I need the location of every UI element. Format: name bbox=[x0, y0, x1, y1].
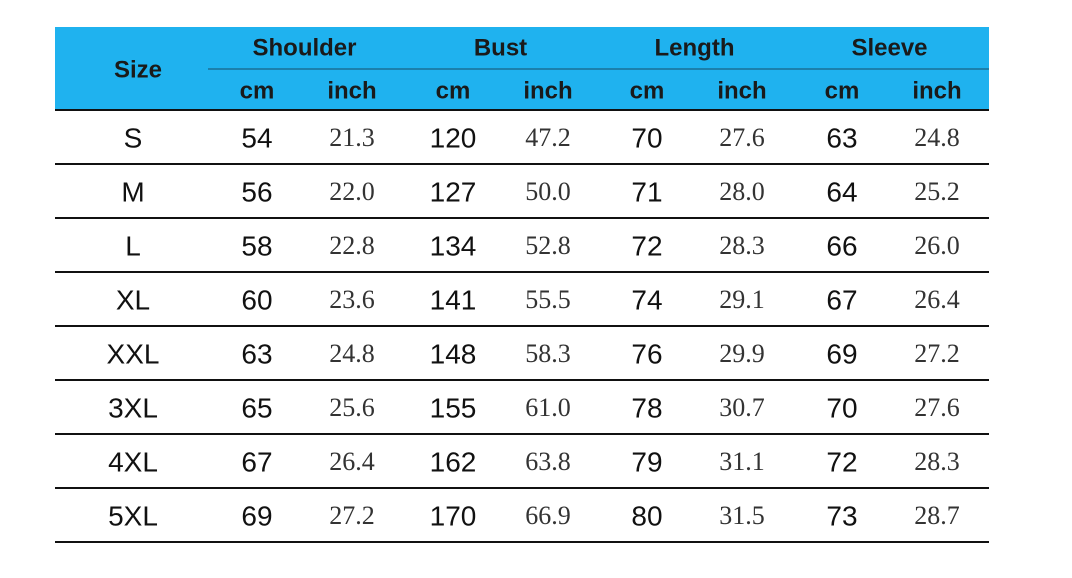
size-cell: XXL bbox=[107, 338, 160, 369]
value-cell: 23.6 bbox=[329, 285, 375, 314]
value-cell: 56 bbox=[241, 176, 272, 207]
group-header: Length bbox=[655, 34, 735, 61]
value-cell: 72 bbox=[631, 230, 662, 261]
value-cell: 120 bbox=[430, 122, 477, 153]
value-cell: 70 bbox=[826, 392, 857, 423]
value-cell: 50.0 bbox=[525, 177, 571, 206]
value-cell: 155 bbox=[430, 392, 477, 423]
unit-header: cm bbox=[825, 77, 860, 104]
value-cell: 67 bbox=[241, 446, 272, 477]
value-cell: 22.0 bbox=[329, 177, 375, 206]
value-cell: 31.1 bbox=[719, 447, 765, 476]
group-header: Sleeve bbox=[851, 34, 927, 61]
value-cell: 24.8 bbox=[329, 339, 375, 368]
value-cell: 27.2 bbox=[914, 339, 960, 368]
value-cell: 69 bbox=[826, 338, 857, 369]
value-cell: 127 bbox=[430, 176, 477, 207]
value-cell: 28.0 bbox=[719, 177, 765, 206]
value-cell: 26.0 bbox=[914, 231, 960, 260]
group-header: Bust bbox=[474, 34, 527, 61]
value-cell: 26.4 bbox=[914, 285, 960, 314]
value-cell: 24.8 bbox=[914, 123, 960, 152]
value-cell: 58 bbox=[241, 230, 272, 261]
value-cell: 27.2 bbox=[329, 501, 375, 530]
unit-header: cm bbox=[630, 77, 665, 104]
value-cell: 55.5 bbox=[525, 285, 571, 314]
value-cell: 162 bbox=[430, 446, 477, 477]
size-cell: 4XL bbox=[108, 446, 158, 477]
size-header: Size bbox=[114, 56, 162, 83]
value-cell: 30.7 bbox=[719, 393, 765, 422]
value-cell: 148 bbox=[430, 338, 477, 369]
value-cell: 29.1 bbox=[719, 285, 765, 314]
unit-header: inch bbox=[912, 77, 961, 104]
value-cell: 64 bbox=[826, 176, 857, 207]
value-cell: 65 bbox=[241, 392, 272, 423]
value-cell: 28.3 bbox=[914, 447, 960, 476]
value-cell: 28.7 bbox=[914, 501, 960, 530]
value-cell: 69 bbox=[241, 500, 272, 531]
unit-header: cm bbox=[436, 77, 471, 104]
value-cell: 141 bbox=[430, 284, 477, 315]
unit-header: inch bbox=[717, 77, 766, 104]
value-cell: 80 bbox=[631, 500, 662, 531]
size-cell: 3XL bbox=[108, 392, 158, 423]
value-cell: 71 bbox=[631, 176, 662, 207]
value-cell: 21.3 bbox=[329, 123, 375, 152]
value-cell: 70 bbox=[631, 122, 662, 153]
value-cell: 66 bbox=[826, 230, 857, 261]
size-cell: M bbox=[121, 176, 144, 207]
value-cell: 29.9 bbox=[719, 339, 765, 368]
value-cell: 31.5 bbox=[719, 501, 765, 530]
value-cell: 28.3 bbox=[719, 231, 765, 260]
value-cell: 63 bbox=[241, 338, 272, 369]
value-cell: 63 bbox=[826, 122, 857, 153]
value-cell: 27.6 bbox=[914, 393, 960, 422]
value-cell: 79 bbox=[631, 446, 662, 477]
size-cell: XL bbox=[116, 284, 150, 315]
value-cell: 27.6 bbox=[719, 123, 765, 152]
value-cell: 60 bbox=[241, 284, 272, 315]
value-cell: 52.8 bbox=[525, 231, 571, 260]
value-cell: 72 bbox=[826, 446, 857, 477]
size-cell: S bbox=[124, 122, 143, 153]
size-cell: L bbox=[125, 230, 141, 261]
value-cell: 170 bbox=[430, 500, 477, 531]
value-cell: 47.2 bbox=[525, 123, 571, 152]
value-cell: 63.8 bbox=[525, 447, 571, 476]
value-cell: 134 bbox=[430, 230, 477, 261]
value-cell: 25.2 bbox=[914, 177, 960, 206]
value-cell: 54 bbox=[241, 122, 272, 153]
value-cell: 78 bbox=[631, 392, 662, 423]
value-cell: 58.3 bbox=[525, 339, 571, 368]
value-cell: 66.9 bbox=[525, 501, 571, 530]
value-cell: 22.8 bbox=[329, 231, 375, 260]
size-cell: 5XL bbox=[108, 500, 158, 531]
group-header: Shoulder bbox=[252, 34, 356, 61]
value-cell: 76 bbox=[631, 338, 662, 369]
value-cell: 25.6 bbox=[329, 393, 375, 422]
value-cell: 67 bbox=[826, 284, 857, 315]
unit-header: inch bbox=[523, 77, 572, 104]
value-cell: 61.0 bbox=[525, 393, 571, 422]
unit-header: inch bbox=[327, 77, 376, 104]
unit-header: cm bbox=[240, 77, 275, 104]
value-cell: 74 bbox=[631, 284, 662, 315]
value-cell: 73 bbox=[826, 500, 857, 531]
value-cell: 26.4 bbox=[329, 447, 375, 476]
